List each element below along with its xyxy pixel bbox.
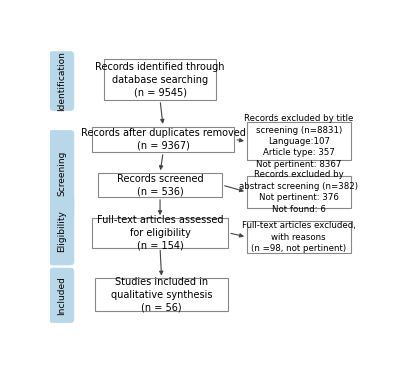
Bar xyxy=(92,127,234,152)
Text: Full-text articles assessed
for eligibility
(n = 154): Full-text articles assessed for eligibil… xyxy=(97,215,223,251)
Text: Included: Included xyxy=(57,276,66,315)
Bar xyxy=(104,59,216,100)
Text: Records screened
(n = 536): Records screened (n = 536) xyxy=(117,174,203,196)
FancyBboxPatch shape xyxy=(49,268,74,323)
Text: Studies included in
qualitative synthesis
(n = 56): Studies included in qualitative synthesi… xyxy=(111,277,212,312)
FancyBboxPatch shape xyxy=(49,196,74,265)
Text: Eligibility: Eligibility xyxy=(57,210,66,251)
Text: Identification: Identification xyxy=(57,51,66,111)
Text: Full-text articles excluded,
with reasons
(n =98, not pertinent): Full-text articles excluded, with reason… xyxy=(242,221,356,253)
Bar xyxy=(98,173,222,197)
Bar xyxy=(92,218,228,247)
Text: Records excluded by
abstract screening (n=382)
Not pertinent: 376
Not found: 6: Records excluded by abstract screening (… xyxy=(239,170,358,214)
Bar xyxy=(247,221,351,253)
FancyBboxPatch shape xyxy=(49,52,74,110)
Bar xyxy=(247,123,351,161)
Text: Records excluded by title
screening (n=8831)
Language:107
Article type: 357
Not : Records excluded by title screening (n=8… xyxy=(244,114,354,169)
Text: Records identified through
database searching
(n = 9545): Records identified through database sear… xyxy=(95,62,225,97)
Text: Screening: Screening xyxy=(57,151,66,196)
Text: Records after duplicates removed
(n = 9367): Records after duplicates removed (n = 93… xyxy=(81,128,246,151)
Bar xyxy=(95,278,228,311)
Bar xyxy=(247,176,351,208)
FancyBboxPatch shape xyxy=(49,130,74,217)
